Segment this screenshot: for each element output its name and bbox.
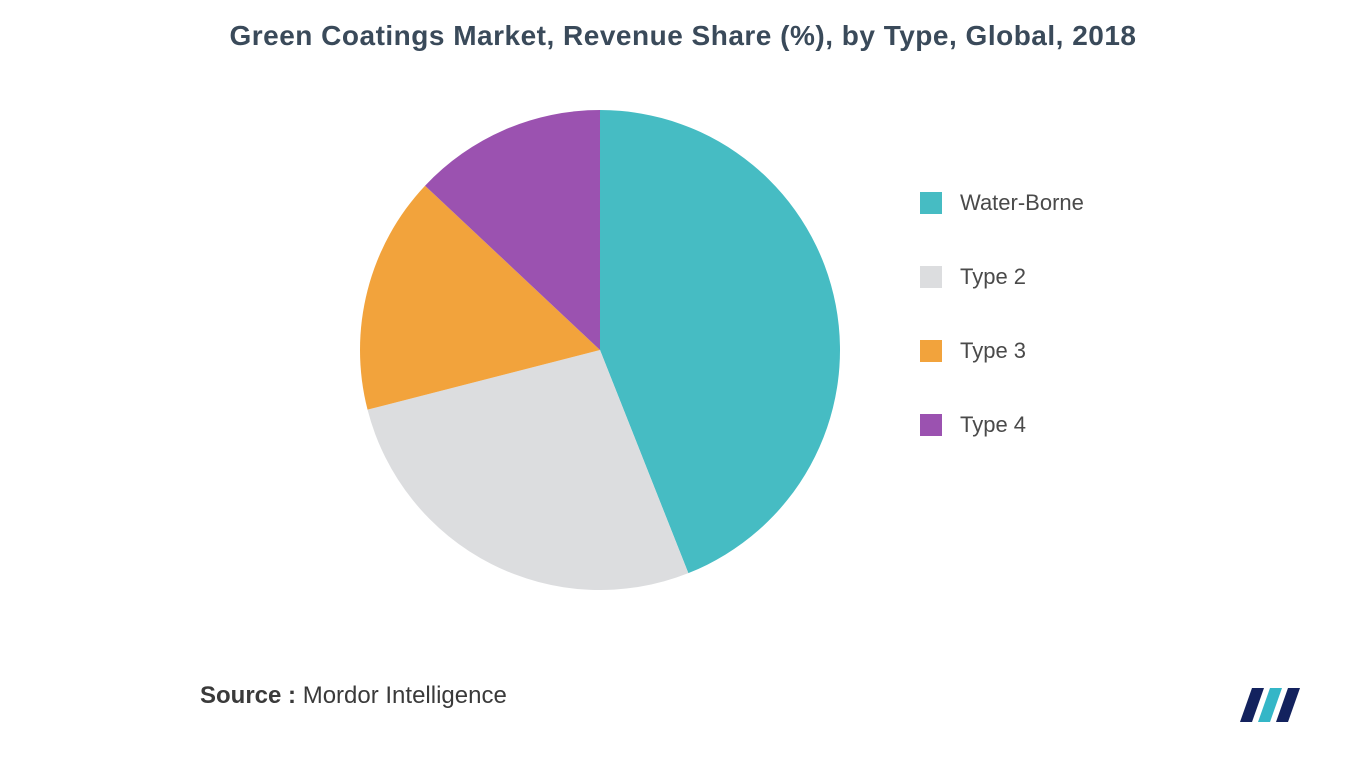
legend-label-3: Type 4 [960,412,1026,438]
legend-item-1: Type 2 [920,264,1084,290]
legend-label-2: Type 3 [960,338,1026,364]
chart-area: Water-Borne Type 2 Type 3 Type 4 [0,70,1366,630]
source-text: Mordor Intelligence [303,682,507,709]
legend-item-3: Type 4 [920,412,1084,438]
source-line: Source : Mordor Intelligence [200,682,507,710]
legend-label-0: Water-Borne [960,190,1084,216]
legend-swatch-3 [920,414,942,436]
chart-container: Green Coatings Market, Revenue Share (%)… [0,0,1366,768]
legend-swatch-2 [920,340,942,362]
legend-swatch-0 [920,192,942,214]
legend-item-2: Type 3 [920,338,1084,364]
legend: Water-Borne Type 2 Type 3 Type 4 [920,190,1084,486]
source-label: Source : [200,682,296,709]
legend-swatch-1 [920,266,942,288]
legend-item-0: Water-Borne [920,190,1084,216]
brand-logo-icon [1236,682,1306,728]
legend-label-1: Type 2 [960,264,1026,290]
pie-chart [360,110,840,590]
chart-title: Green Coatings Market, Revenue Share (%)… [0,0,1366,52]
